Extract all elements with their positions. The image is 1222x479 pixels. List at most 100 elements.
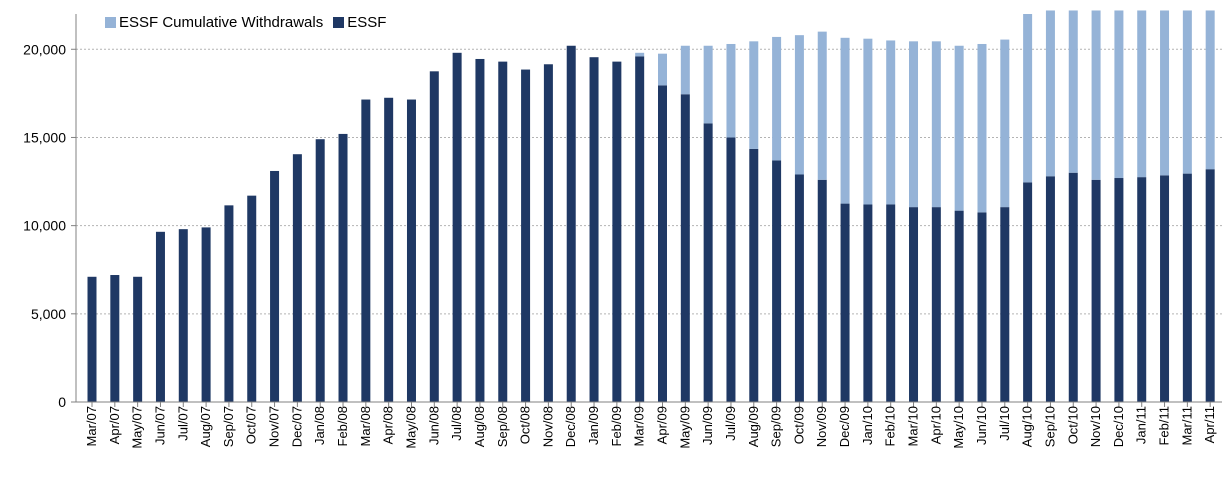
x-tick-label: Jul/09 (723, 406, 738, 441)
x-tick-label: Mar/10 (906, 406, 921, 446)
bar-essf (863, 204, 873, 402)
x-tick-label: Apr/09 (655, 406, 670, 444)
x-tick-label: Mar/08 (358, 406, 373, 446)
bar-essf (247, 195, 257, 402)
bar-essf (749, 148, 759, 402)
x-tick-label: Jul/07 (175, 406, 190, 441)
x-tick-label: Aug/07 (198, 406, 213, 447)
bar-withdrawals (863, 38, 873, 205)
x-tick-label: Jun/09 (700, 406, 715, 445)
bar-withdrawals (1000, 39, 1010, 208)
bar-withdrawals (954, 45, 964, 211)
bar-withdrawals (886, 40, 896, 205)
x-tick-label: Jun/10 (974, 406, 989, 445)
x-tick-label: Feb/08 (335, 406, 350, 446)
x-tick-label: May/08 (403, 406, 418, 449)
bar-withdrawals (1091, 10, 1101, 180)
x-tick-label: Feb/11 (1157, 406, 1172, 446)
bar-essf (977, 212, 987, 402)
x-tick-label: Sep/07 (221, 406, 236, 447)
x-tick-label: Dec/07 (289, 406, 304, 447)
y-tick-label: 10,000 (23, 218, 66, 234)
x-tick-label: Apr/07 (107, 406, 122, 444)
bar-withdrawals (658, 53, 667, 86)
bar-essf (224, 205, 234, 402)
bar-essf (817, 179, 827, 402)
y-tick-label: 5,000 (31, 306, 66, 322)
bar-withdrawals (726, 43, 736, 138)
legend-item-withdrawals: ESSF Cumulative Withdrawals (105, 14, 323, 31)
x-tick-label: Nov/10 (1088, 406, 1103, 447)
bar-essf (452, 52, 462, 403)
bar-essf (292, 154, 302, 402)
bar-essf (1000, 207, 1010, 402)
x-tick-label: Feb/10 (883, 406, 898, 446)
x-tick-label: Jan/08 (312, 406, 327, 445)
x-tick-label: Jan/10 (860, 406, 875, 445)
y-tick-label: 15,000 (23, 129, 66, 145)
bar-essf (589, 57, 599, 402)
x-tick-label: Jan/11 (1134, 406, 1149, 444)
bar-essf (270, 170, 280, 402)
x-tick-label: Nov/07 (267, 406, 282, 447)
x-tick-label: Mar/09 (632, 406, 647, 446)
x-tick-label: Apr/11 (1202, 406, 1217, 443)
x-tick-label: Jul/10 (997, 406, 1012, 441)
bar-essf (429, 71, 439, 403)
bar-essf (315, 139, 325, 402)
x-tick-label: Nov/08 (540, 406, 555, 447)
x-tick-label: May/10 (951, 406, 966, 449)
bar-withdrawals (1205, 10, 1215, 170)
x-tick-label: Jul/08 (449, 406, 464, 441)
bar-essf (1182, 173, 1192, 402)
bar-withdrawals (977, 43, 987, 213)
bar-essf (658, 85, 667, 402)
bar-essf (566, 45, 576, 402)
bar-essf (886, 204, 896, 402)
x-tick-label: Mar/07 (84, 406, 99, 446)
y-tick-label: 0 (58, 394, 66, 410)
bar-essf (954, 210, 964, 402)
bar-essf (155, 231, 165, 402)
bar-withdrawals (1137, 10, 1147, 178)
bar-withdrawals (1023, 14, 1033, 183)
bar-essf (909, 207, 919, 402)
x-tick-label: Sep/09 (769, 406, 784, 447)
bar-withdrawals (909, 41, 919, 208)
bar-essf (1091, 179, 1101, 402)
legend-swatch-essf (333, 17, 345, 28)
bar-withdrawals (1160, 10, 1170, 176)
bar-withdrawals (749, 41, 759, 149)
bar-essf (1045, 176, 1055, 402)
legend-label-essf: ESSF (347, 14, 387, 31)
bar-essf (1137, 177, 1147, 402)
bar-essf (680, 94, 690, 402)
bar-essf (794, 174, 804, 402)
x-tick-label: Jun/07 (152, 406, 167, 445)
bar-essf (772, 160, 782, 402)
x-tick-label: Nov/09 (814, 406, 829, 447)
bar-withdrawals (794, 35, 804, 175)
bar-essf (384, 97, 394, 402)
bar-essf (338, 133, 348, 402)
bar-essf (178, 229, 188, 402)
bar-essf (133, 276, 143, 402)
bar-essf (361, 99, 371, 402)
y-tick-label: 20,000 (23, 41, 66, 57)
bar-essf (635, 56, 645, 403)
bar-withdrawals (817, 31, 827, 180)
bar-essf (1023, 182, 1033, 402)
bar-withdrawals (1114, 10, 1124, 179)
bar-essf (1114, 178, 1124, 402)
x-tick-label: May/07 (130, 406, 145, 449)
x-tick-label: Feb/09 (609, 406, 624, 446)
x-tick-label: Dec/08 (563, 406, 578, 447)
x-tick-label: Apr/10 (928, 406, 943, 444)
x-tick-label: Oct/09 (791, 406, 806, 444)
bar-essf (87, 276, 97, 402)
bar-essf (498, 61, 508, 402)
bar-withdrawals (772, 36, 782, 161)
bar-essf (543, 64, 553, 402)
legend-item-essf: ESSF (333, 14, 386, 31)
x-tick-label: Jan/09 (586, 406, 601, 445)
